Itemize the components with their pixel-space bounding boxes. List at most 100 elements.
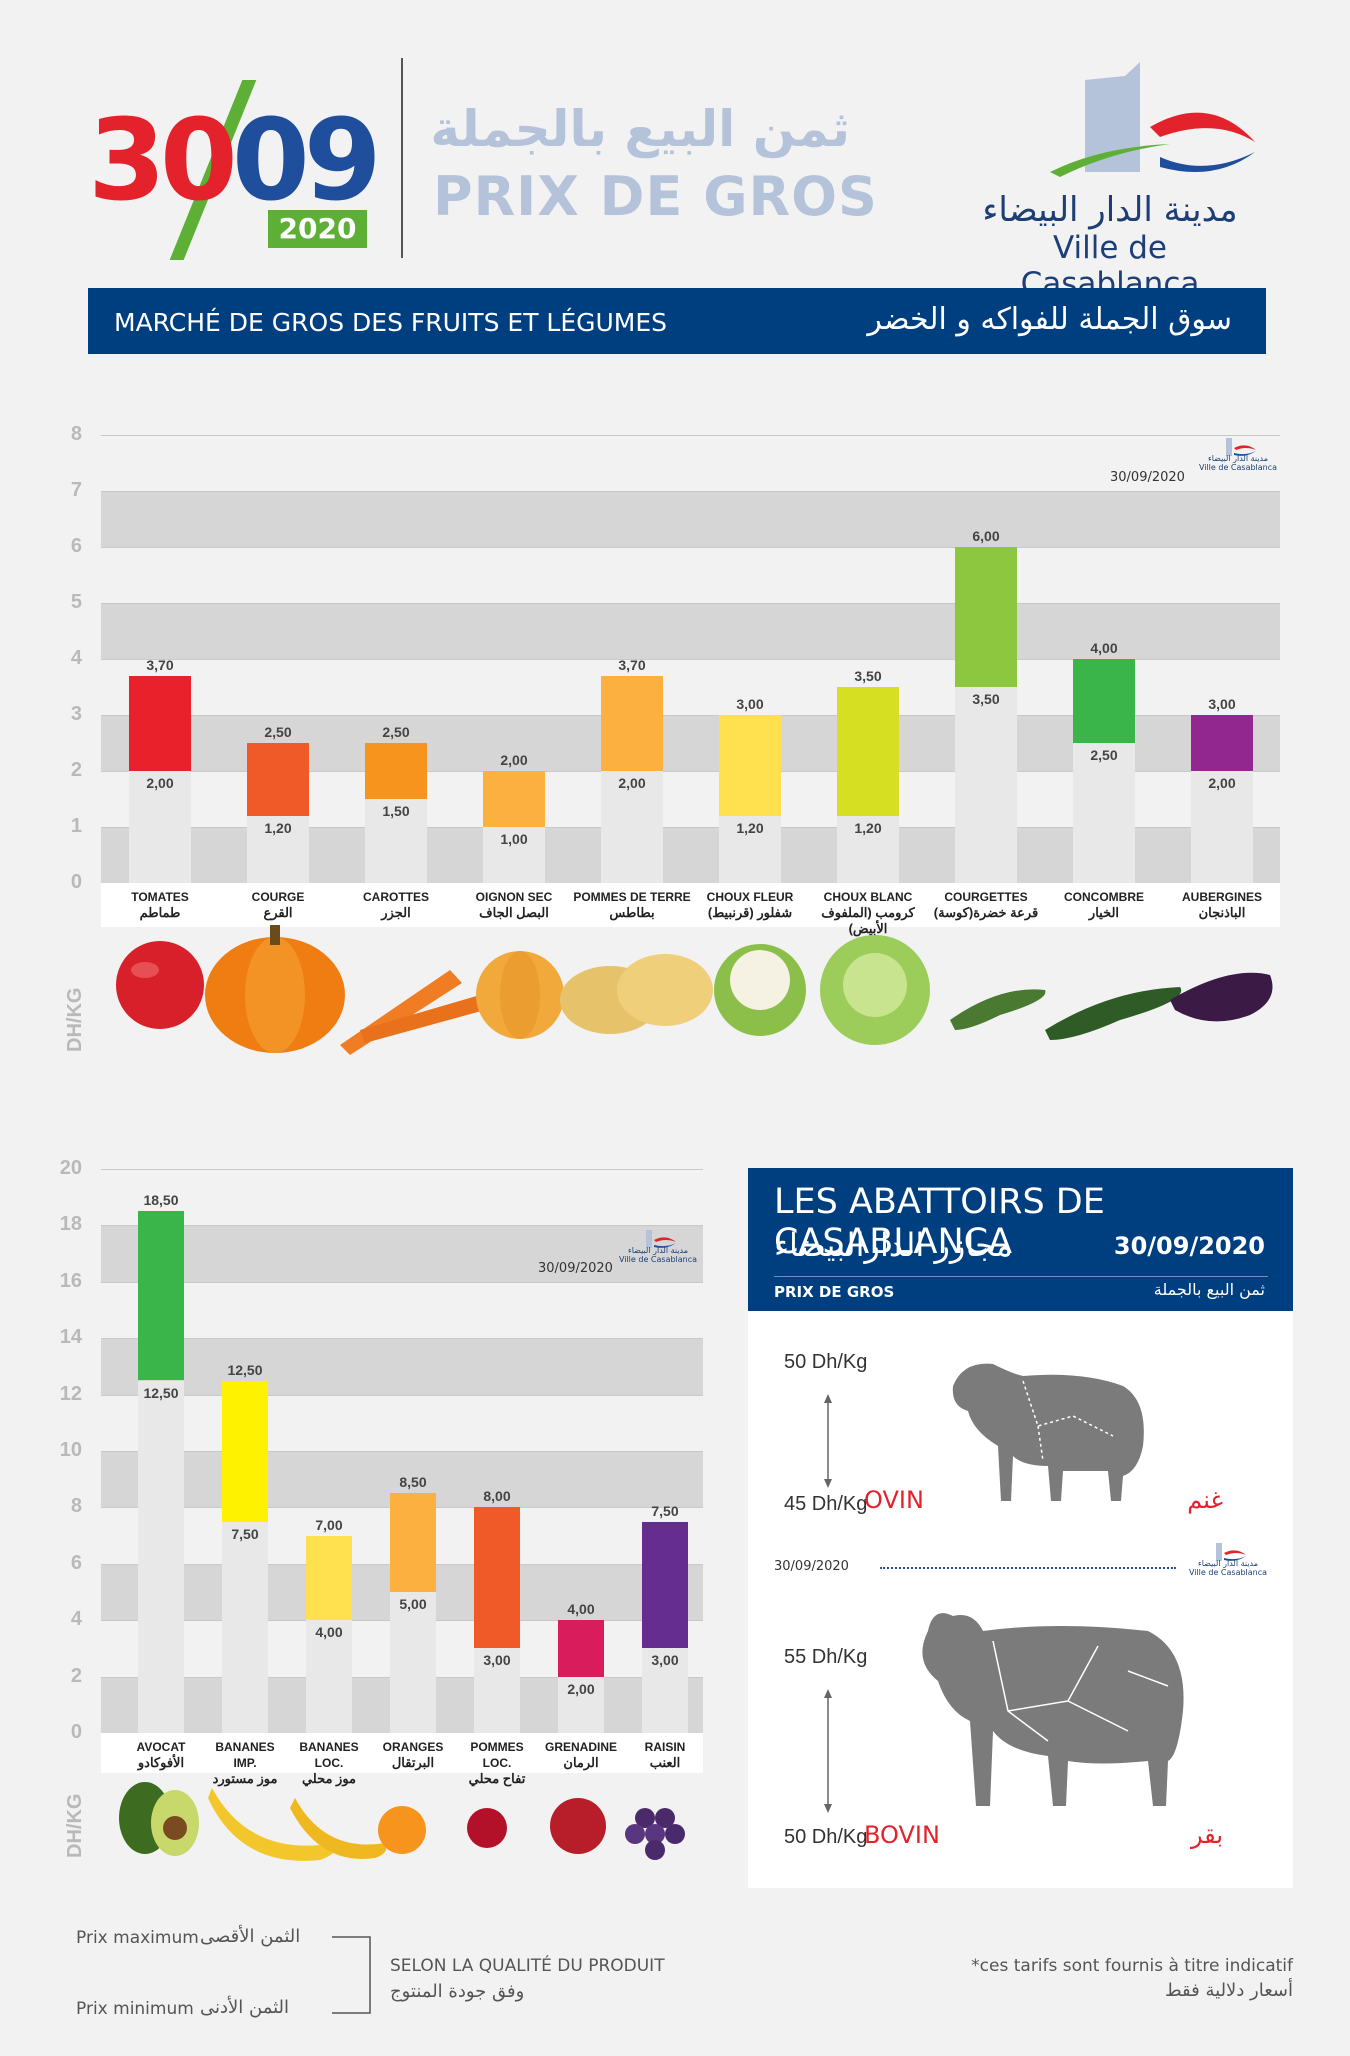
min-value-label: 3,00: [483, 1652, 511, 1669]
category-label-arabic: الباذنجان: [1198, 905, 1246, 920]
min-value-label: 3,50: [972, 691, 1000, 707]
bar-base: [1073, 743, 1135, 883]
banana-local-icon: [290, 1798, 387, 1859]
max-value-label: 3,70: [618, 656, 646, 673]
category-label-arabic: تفاح محلي: [468, 1771, 526, 1786]
mini-logo-ar: مدينة الدار البيضاء: [627, 1246, 689, 1255]
date-display: 3009: [88, 105, 382, 217]
category-label-arabic: الأفوكادو: [137, 1755, 185, 1770]
bar-base: [138, 1380, 184, 1733]
max-value-label: 3,50: [854, 668, 882, 684]
min-value-label: 2,00: [1208, 775, 1236, 791]
min-value-label: 3,00: [651, 1652, 679, 1669]
category-label: COURGE القرع: [219, 889, 337, 921]
abattoirs-subtitle-arabic: ثمن البيع بالجملة: [1153, 1280, 1265, 1299]
category-label-arabic: موز مستورد: [212, 1771, 278, 1786]
y-tick-label: 4: [70, 1608, 82, 1631]
category-label-arabic: شفلور (قرنبيط): [707, 905, 793, 920]
bar-base: [365, 799, 427, 883]
legend-min-french: Prix minimum: [76, 1999, 194, 2019]
bovin-range-arrow-icon: [824, 1689, 832, 1813]
min-value-label: 1,50: [382, 803, 410, 819]
bar-range: [642, 1521, 688, 1649]
cucumber-icon: [1045, 987, 1182, 1040]
category-label-arabic: الخيار: [1088, 905, 1120, 920]
date-year: 2020: [268, 210, 367, 248]
ovin-name-french: OVIN: [864, 1486, 924, 1514]
potato-icon: [560, 954, 713, 1034]
bar-base: [837, 815, 899, 883]
date-day: 30: [88, 96, 238, 226]
chart-band: [101, 491, 1280, 547]
bar-range: [955, 547, 1017, 687]
mini-logo-ar: مدينة الدار البيضاء: [1197, 1559, 1259, 1568]
category-label-french: AUBERGINES: [1181, 890, 1262, 904]
bar-range: [306, 1535, 352, 1621]
zucchini-icon: [950, 989, 1046, 1030]
sheep-icon: [952, 1363, 1144, 1501]
bar-range: [601, 675, 663, 771]
category-label-arabic: الجزر: [381, 905, 411, 920]
category-label-french: POMMES LOC.: [470, 1740, 524, 1770]
chart-gridline: [101, 491, 1280, 492]
chart-gridline: [101, 1281, 703, 1283]
max-value-label: 7,00: [315, 1516, 343, 1533]
pumpkin-icon: [205, 925, 345, 1053]
ovin-range-arrow-icon: [824, 1394, 832, 1488]
y-tick-label: 7: [70, 479, 82, 501]
mini-logo-fr: Ville de Casablanca: [618, 1255, 698, 1264]
min-value-label: 1,20: [264, 819, 292, 836]
category-label-french: POMMES DE TERRE: [573, 890, 691, 904]
min-value-label: 4,00: [315, 1624, 343, 1641]
banner-title-arabic: سوق الجملة للفواكه و الخضر: [867, 302, 1232, 337]
min-value-label: 2,50: [1090, 747, 1118, 763]
category-strip: [101, 1733, 703, 1773]
y-tick-label: 8: [70, 423, 82, 445]
city-name-arabic: مدينة الدار البيضاء: [982, 190, 1238, 230]
abattoirs-header: LES ABATTOIRS DE CASABLANCA مجازر الدارا…: [748, 1168, 1293, 1311]
tomato-icon: [116, 941, 204, 1029]
bar-range: [222, 1380, 268, 1522]
bar-range: [719, 715, 781, 816]
min-value-label: 2,00: [567, 1680, 595, 1697]
pomegranate-icon: [550, 1798, 606, 1854]
max-value-label: 4,00: [567, 1601, 595, 1618]
y-tick-label: 8: [70, 1495, 82, 1518]
min-value-label: 12,50: [143, 1384, 179, 1401]
eggplant-icon: [1170, 972, 1273, 1022]
chart-band: [101, 1338, 703, 1395]
legend-min-arabic: الثمن الأدنى: [200, 1997, 290, 2018]
category-label: CHOUX BLANC كرومب (الملفوف الأبيض): [809, 889, 927, 937]
max-value-label: 3,00: [1208, 696, 1236, 712]
category-label-french: TOMATES: [131, 890, 189, 904]
legend-quality-arabic: وفق جودة المنتوج: [390, 1981, 525, 2002]
chart-gridline: [101, 1394, 703, 1396]
grape-icon: [625, 1808, 685, 1860]
max-value-label: 6,00: [972, 528, 1000, 544]
y-tick-label: 16: [59, 1269, 82, 1292]
bar-range: [365, 743, 427, 799]
fruits-chart-logo-icon: مدينة الدار البيضاء Ville de Casablanca: [618, 1228, 698, 1264]
abattoirs-stamp: 30/09/2020: [774, 1559, 849, 1574]
category-label-french: RAISIN: [644, 1740, 686, 1754]
bovin-min-price: 50 Dh/Kg: [784, 1826, 868, 1848]
max-value-label: 2,50: [264, 724, 292, 740]
bar-range: [1073, 659, 1135, 743]
fruits-illustrations: [119, 1782, 685, 1861]
category-label-french: CONCOMBRE: [1064, 890, 1144, 904]
y-tick-label: 10: [59, 1439, 82, 1461]
category-label-french: BANANES IMP.: [215, 1740, 275, 1770]
avocado-icon: [119, 1782, 199, 1856]
vegetables-illustrations: [116, 925, 1273, 1055]
chart-gridline: [101, 1169, 703, 1170]
y-tick-label: 4: [70, 647, 82, 669]
category-label-arabic: البصل الجاف: [479, 905, 549, 920]
bar-base: [474, 1648, 520, 1733]
category-label-arabic: الرمان: [563, 1755, 599, 1770]
category-label-arabic: البرتقال: [391, 1755, 435, 1770]
orange-icon: [378, 1806, 426, 1854]
category-label-french: COURGE: [251, 890, 305, 904]
bar-base: [719, 815, 781, 883]
bar-base: [222, 1521, 268, 1733]
category-label-french: COURGETTES: [944, 890, 1028, 904]
